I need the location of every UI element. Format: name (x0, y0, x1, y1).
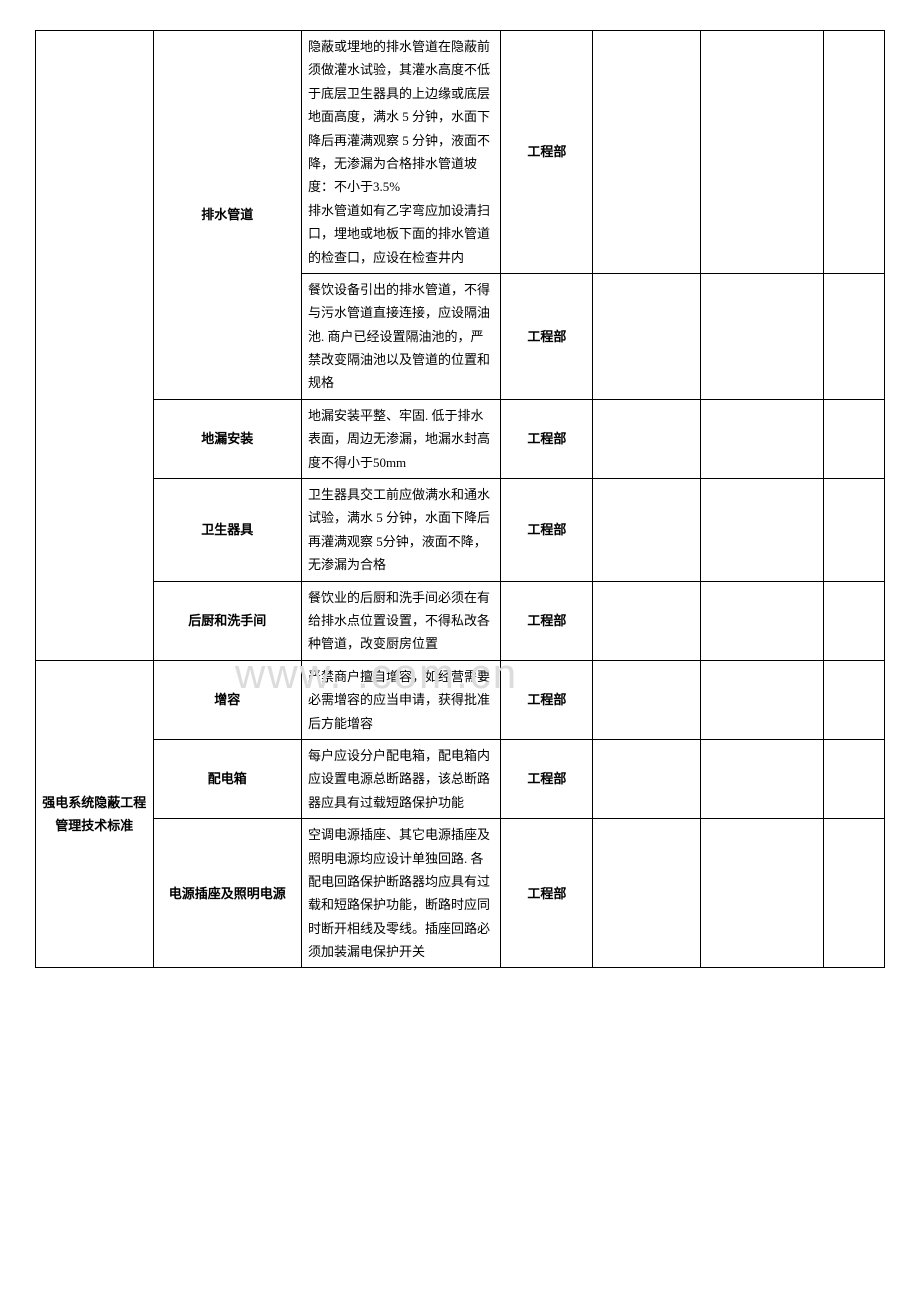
empty-cell (823, 273, 884, 399)
item-cell: 增容 (153, 660, 301, 739)
dept-cell: 工程部 (501, 819, 593, 968)
empty-cell (823, 31, 884, 274)
empty-cell (700, 399, 823, 478)
desc-cell: 空调电源插座、其它电源插座及照明电源均应设计单独回路. 各配电回路保护断路器均应… (301, 819, 500, 968)
desc-cell: 卫生器具交工前应做满水和通水试验，满水 5 分钟，水面下降后再灌满观察 5分钟，… (301, 479, 500, 582)
empty-cell (700, 660, 823, 739)
category-cell: 强电系统隐蔽工程管理技术标准 (36, 660, 154, 968)
empty-cell (700, 819, 823, 968)
dept-cell: 工程部 (501, 739, 593, 818)
item-cell: 配电箱 (153, 739, 301, 818)
item-cell: 后厨和洗手间 (153, 581, 301, 660)
empty-cell (823, 581, 884, 660)
empty-cell (593, 479, 700, 582)
empty-cell (823, 399, 884, 478)
desc-cell: 隐蔽或埋地的排水管道在隐蔽前须做灌水试验，其灌水高度不低于底层卫生器具的上边缘或… (301, 31, 500, 274)
dept-cell: 工程部 (501, 660, 593, 739)
empty-cell (700, 479, 823, 582)
dept-cell: 工程部 (501, 581, 593, 660)
desc-cell: 餐饮业的后厨和洗手间必须在有给排水点位置设置，不得私改各种管道，改变厨房位置 (301, 581, 500, 660)
dept-cell: 工程部 (501, 273, 593, 399)
empty-cell (593, 819, 700, 968)
dept-cell: 工程部 (501, 399, 593, 478)
empty-cell (700, 273, 823, 399)
empty-cell (593, 739, 700, 818)
empty-cell (700, 739, 823, 818)
desc-cell: 每户应设分户配电箱，配电箱内应设置电源总断路器，该总断路器应具有过载短路保护功能 (301, 739, 500, 818)
desc-cell: 严禁商户擅自增容，如经营需要必需增容的应当申请，获得批准后方能增容 (301, 660, 500, 739)
dept-cell: 工程部 (501, 31, 593, 274)
empty-cell (593, 31, 700, 274)
empty-cell (593, 660, 700, 739)
empty-cell (593, 399, 700, 478)
item-cell: 排水管道 (153, 31, 301, 400)
standards-table: 排水管道 隐蔽或埋地的排水管道在隐蔽前须做灌水试验，其灌水高度不低于底层卫生器具… (35, 30, 885, 968)
empty-cell (823, 739, 884, 818)
empty-cell (700, 31, 823, 274)
empty-cell (593, 273, 700, 399)
category-cell (36, 31, 154, 661)
item-cell: 电源插座及照明电源 (153, 819, 301, 968)
empty-cell (593, 581, 700, 660)
desc-cell: 地漏安装平整、牢固. 低于排水表面，周边无渗漏，地漏水封高度不得小于50mm (301, 399, 500, 478)
empty-cell (823, 660, 884, 739)
empty-cell (823, 479, 884, 582)
dept-cell: 工程部 (501, 479, 593, 582)
item-cell: 地漏安装 (153, 399, 301, 478)
empty-cell (823, 819, 884, 968)
desc-cell: 餐饮设备引出的排水管道，不得与污水管道直接连接，应设隔油池. 商户已经设置隔油池… (301, 273, 500, 399)
empty-cell (700, 581, 823, 660)
item-cell: 卫生器具 (153, 479, 301, 582)
